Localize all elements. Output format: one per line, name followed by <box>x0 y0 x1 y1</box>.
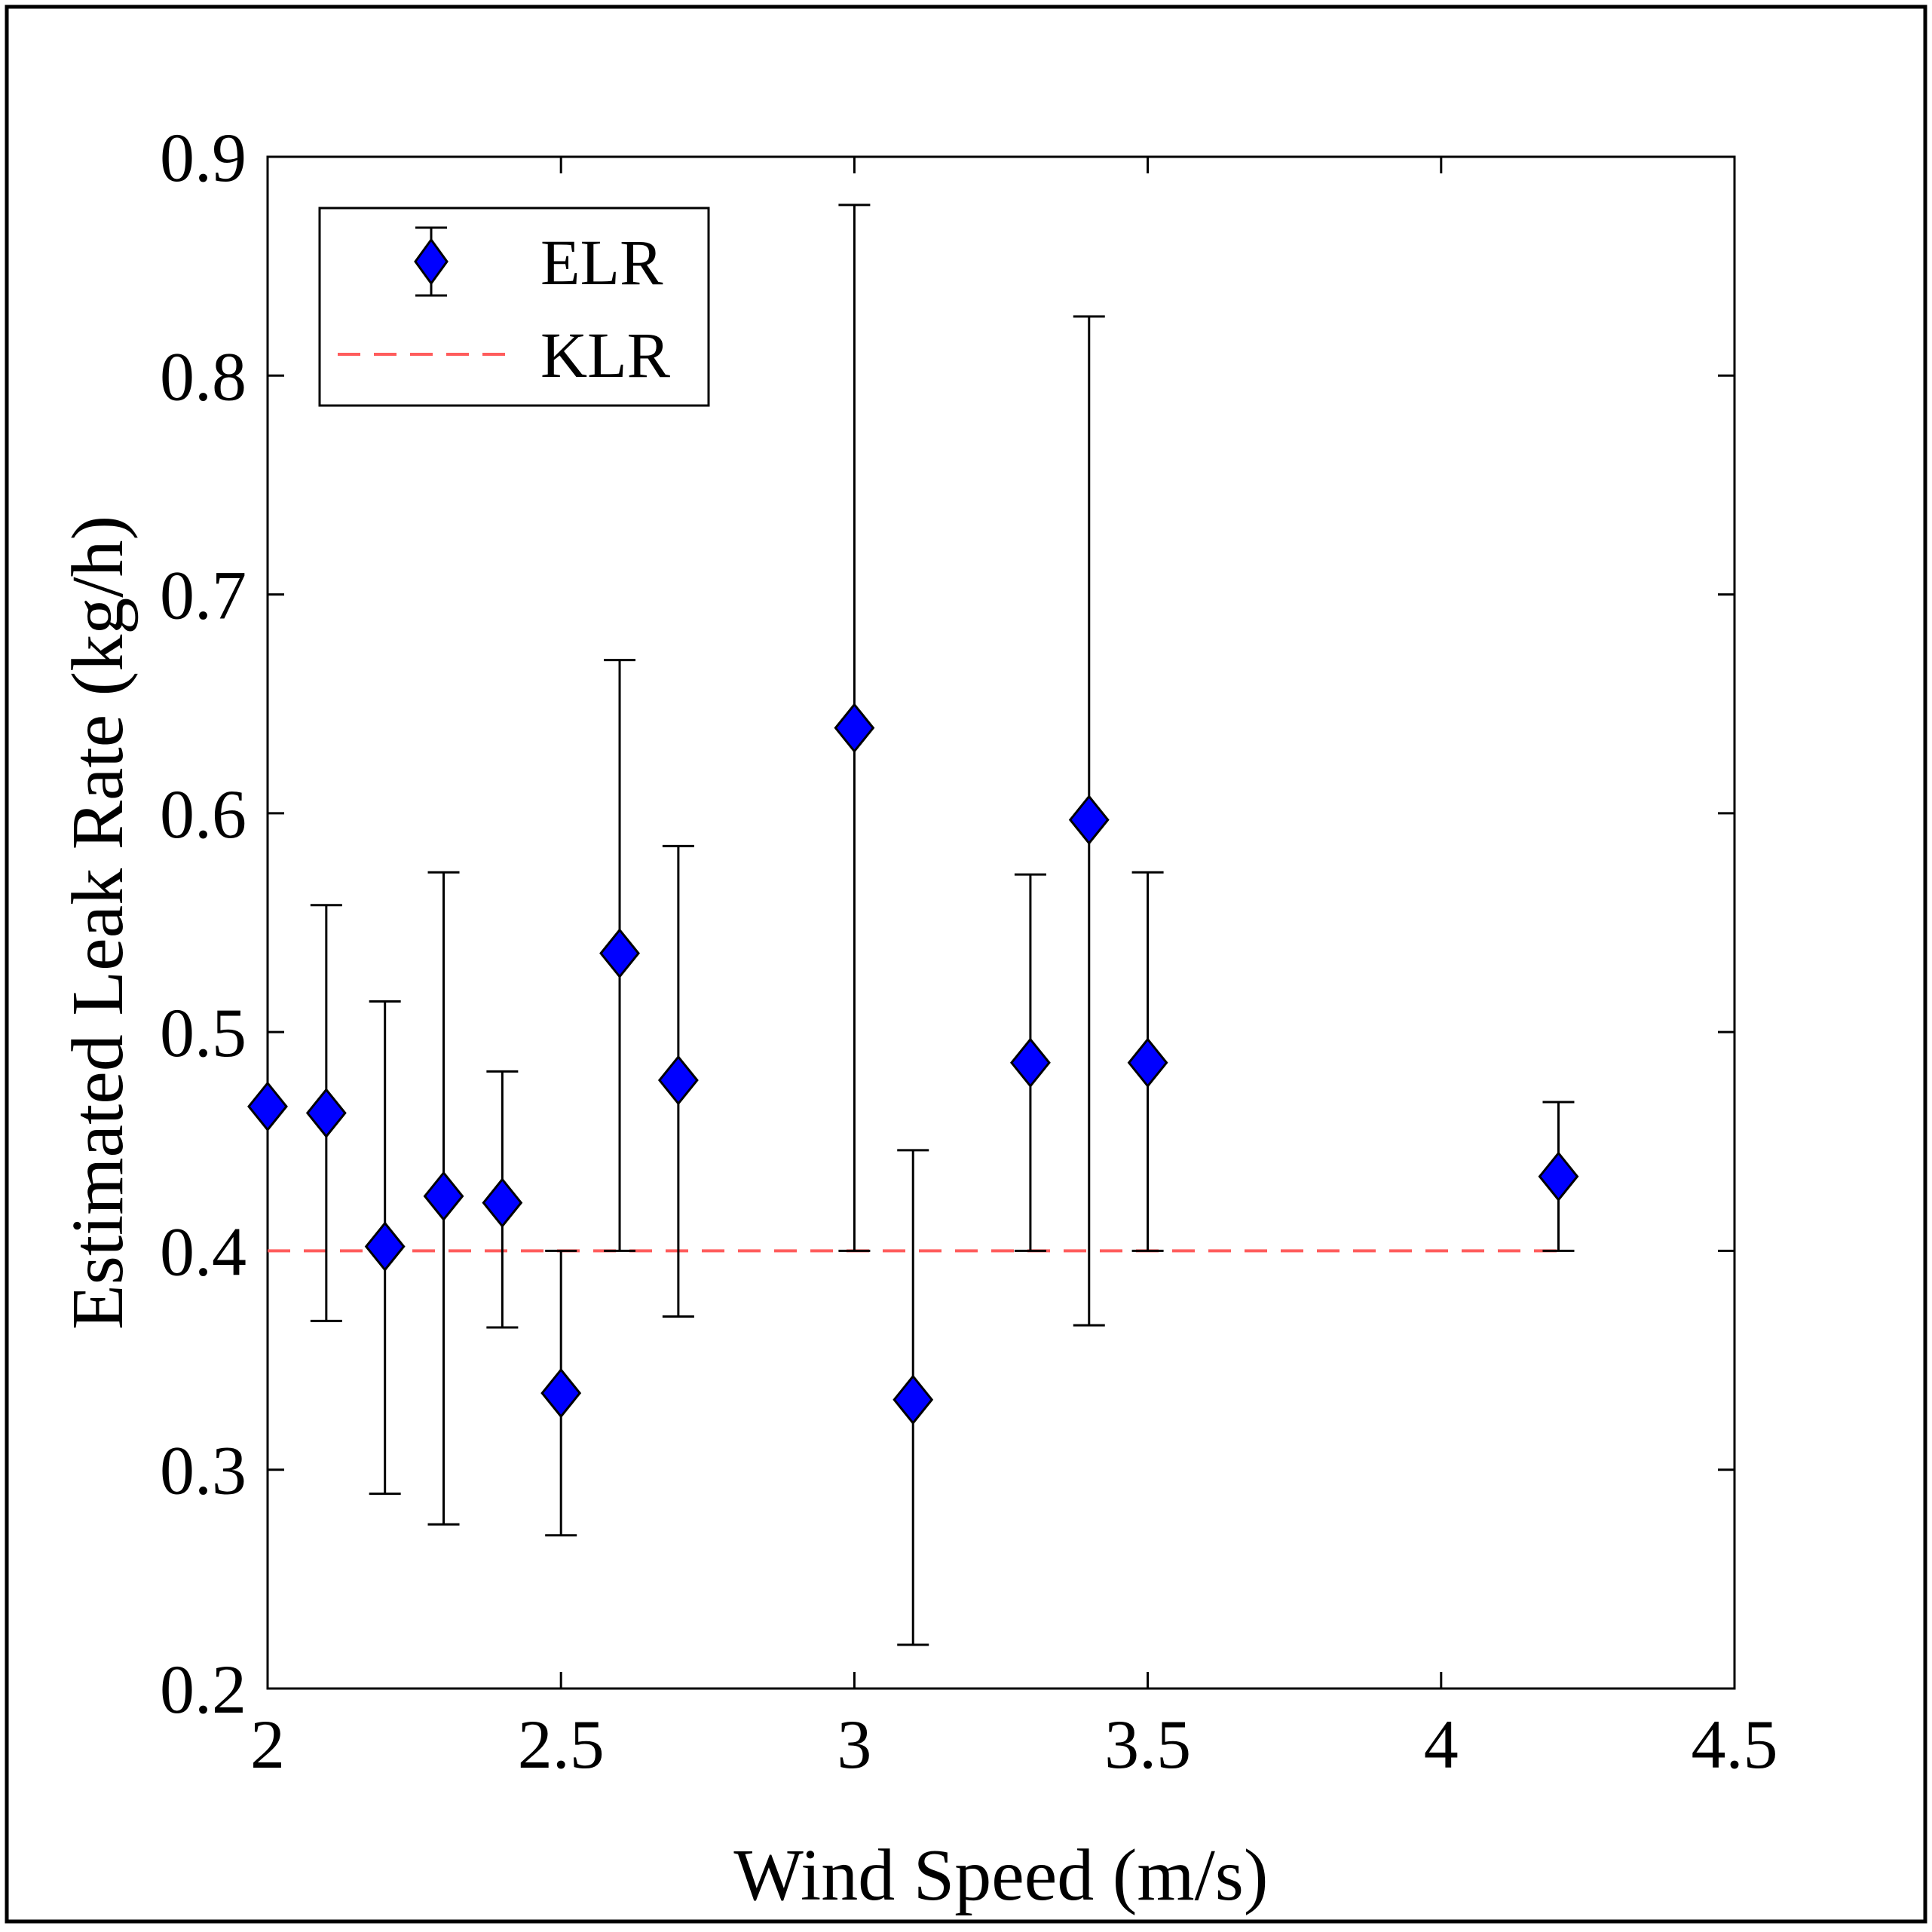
x-tick-label: 4.5 <box>1692 1706 1778 1783</box>
data-point-diamond <box>423 1171 464 1222</box>
y-tick-label: 0.5 <box>160 994 246 1071</box>
legend-label-elr: ELR <box>540 226 663 299</box>
y-tick-label: 0.3 <box>160 1432 246 1509</box>
x-axis-title: Wind Speed (m/s) <box>733 1835 1268 1916</box>
legend-elr-symbol <box>414 226 449 297</box>
data-point-diamond <box>657 1055 699 1106</box>
plot-area <box>266 155 1736 1690</box>
tick-labels: 2 2.5 3 3.5 4 4.5 0.2 0.3 0.4 0.5 0.6 0.7 0.8 0.9 <box>160 119 1778 1783</box>
y-tick-label: 0.4 <box>160 1213 246 1290</box>
y-tick-label: 0.7 <box>160 557 246 634</box>
y-tick-label: 0.6 <box>160 776 246 853</box>
data-point-diamond <box>1009 1037 1051 1088</box>
data-point-diamond <box>540 1367 582 1419</box>
data-point-diamond <box>482 1177 523 1228</box>
y-tick-label: 0.2 <box>160 1651 246 1728</box>
x-tick-label: 3.5 <box>1104 1706 1191 1783</box>
data-point-diamond <box>1068 795 1110 845</box>
data-point-diamond <box>1538 1151 1579 1202</box>
outer-frame <box>5 5 1927 1924</box>
x-tick-label: 4 <box>1424 1706 1459 1783</box>
data-markers <box>247 703 1579 1425</box>
y-axis-title: Estimated Leak Rate (kg/h) <box>57 516 139 1330</box>
legend: ELR KLR <box>318 207 710 407</box>
data-point-diamond <box>599 928 640 979</box>
legend-box <box>318 207 710 407</box>
data-point-diamond <box>247 1081 288 1132</box>
x-tick-label: 2.5 <box>518 1706 605 1783</box>
x-tick-label: 2 <box>250 1706 285 1783</box>
x-tick-label: 3 <box>837 1706 871 1783</box>
data-point-diamond <box>1127 1037 1168 1088</box>
data-point-diamond <box>364 1221 406 1272</box>
legend-diamond-icon <box>414 237 449 286</box>
data-point-diamond <box>834 703 875 754</box>
data-point-diamond <box>893 1374 934 1425</box>
data-point-diamond <box>305 1088 347 1138</box>
y-tick-label: 0.9 <box>160 119 246 196</box>
y-tick-label: 0.8 <box>160 338 246 415</box>
legend-label-klr: KLR <box>540 319 671 391</box>
